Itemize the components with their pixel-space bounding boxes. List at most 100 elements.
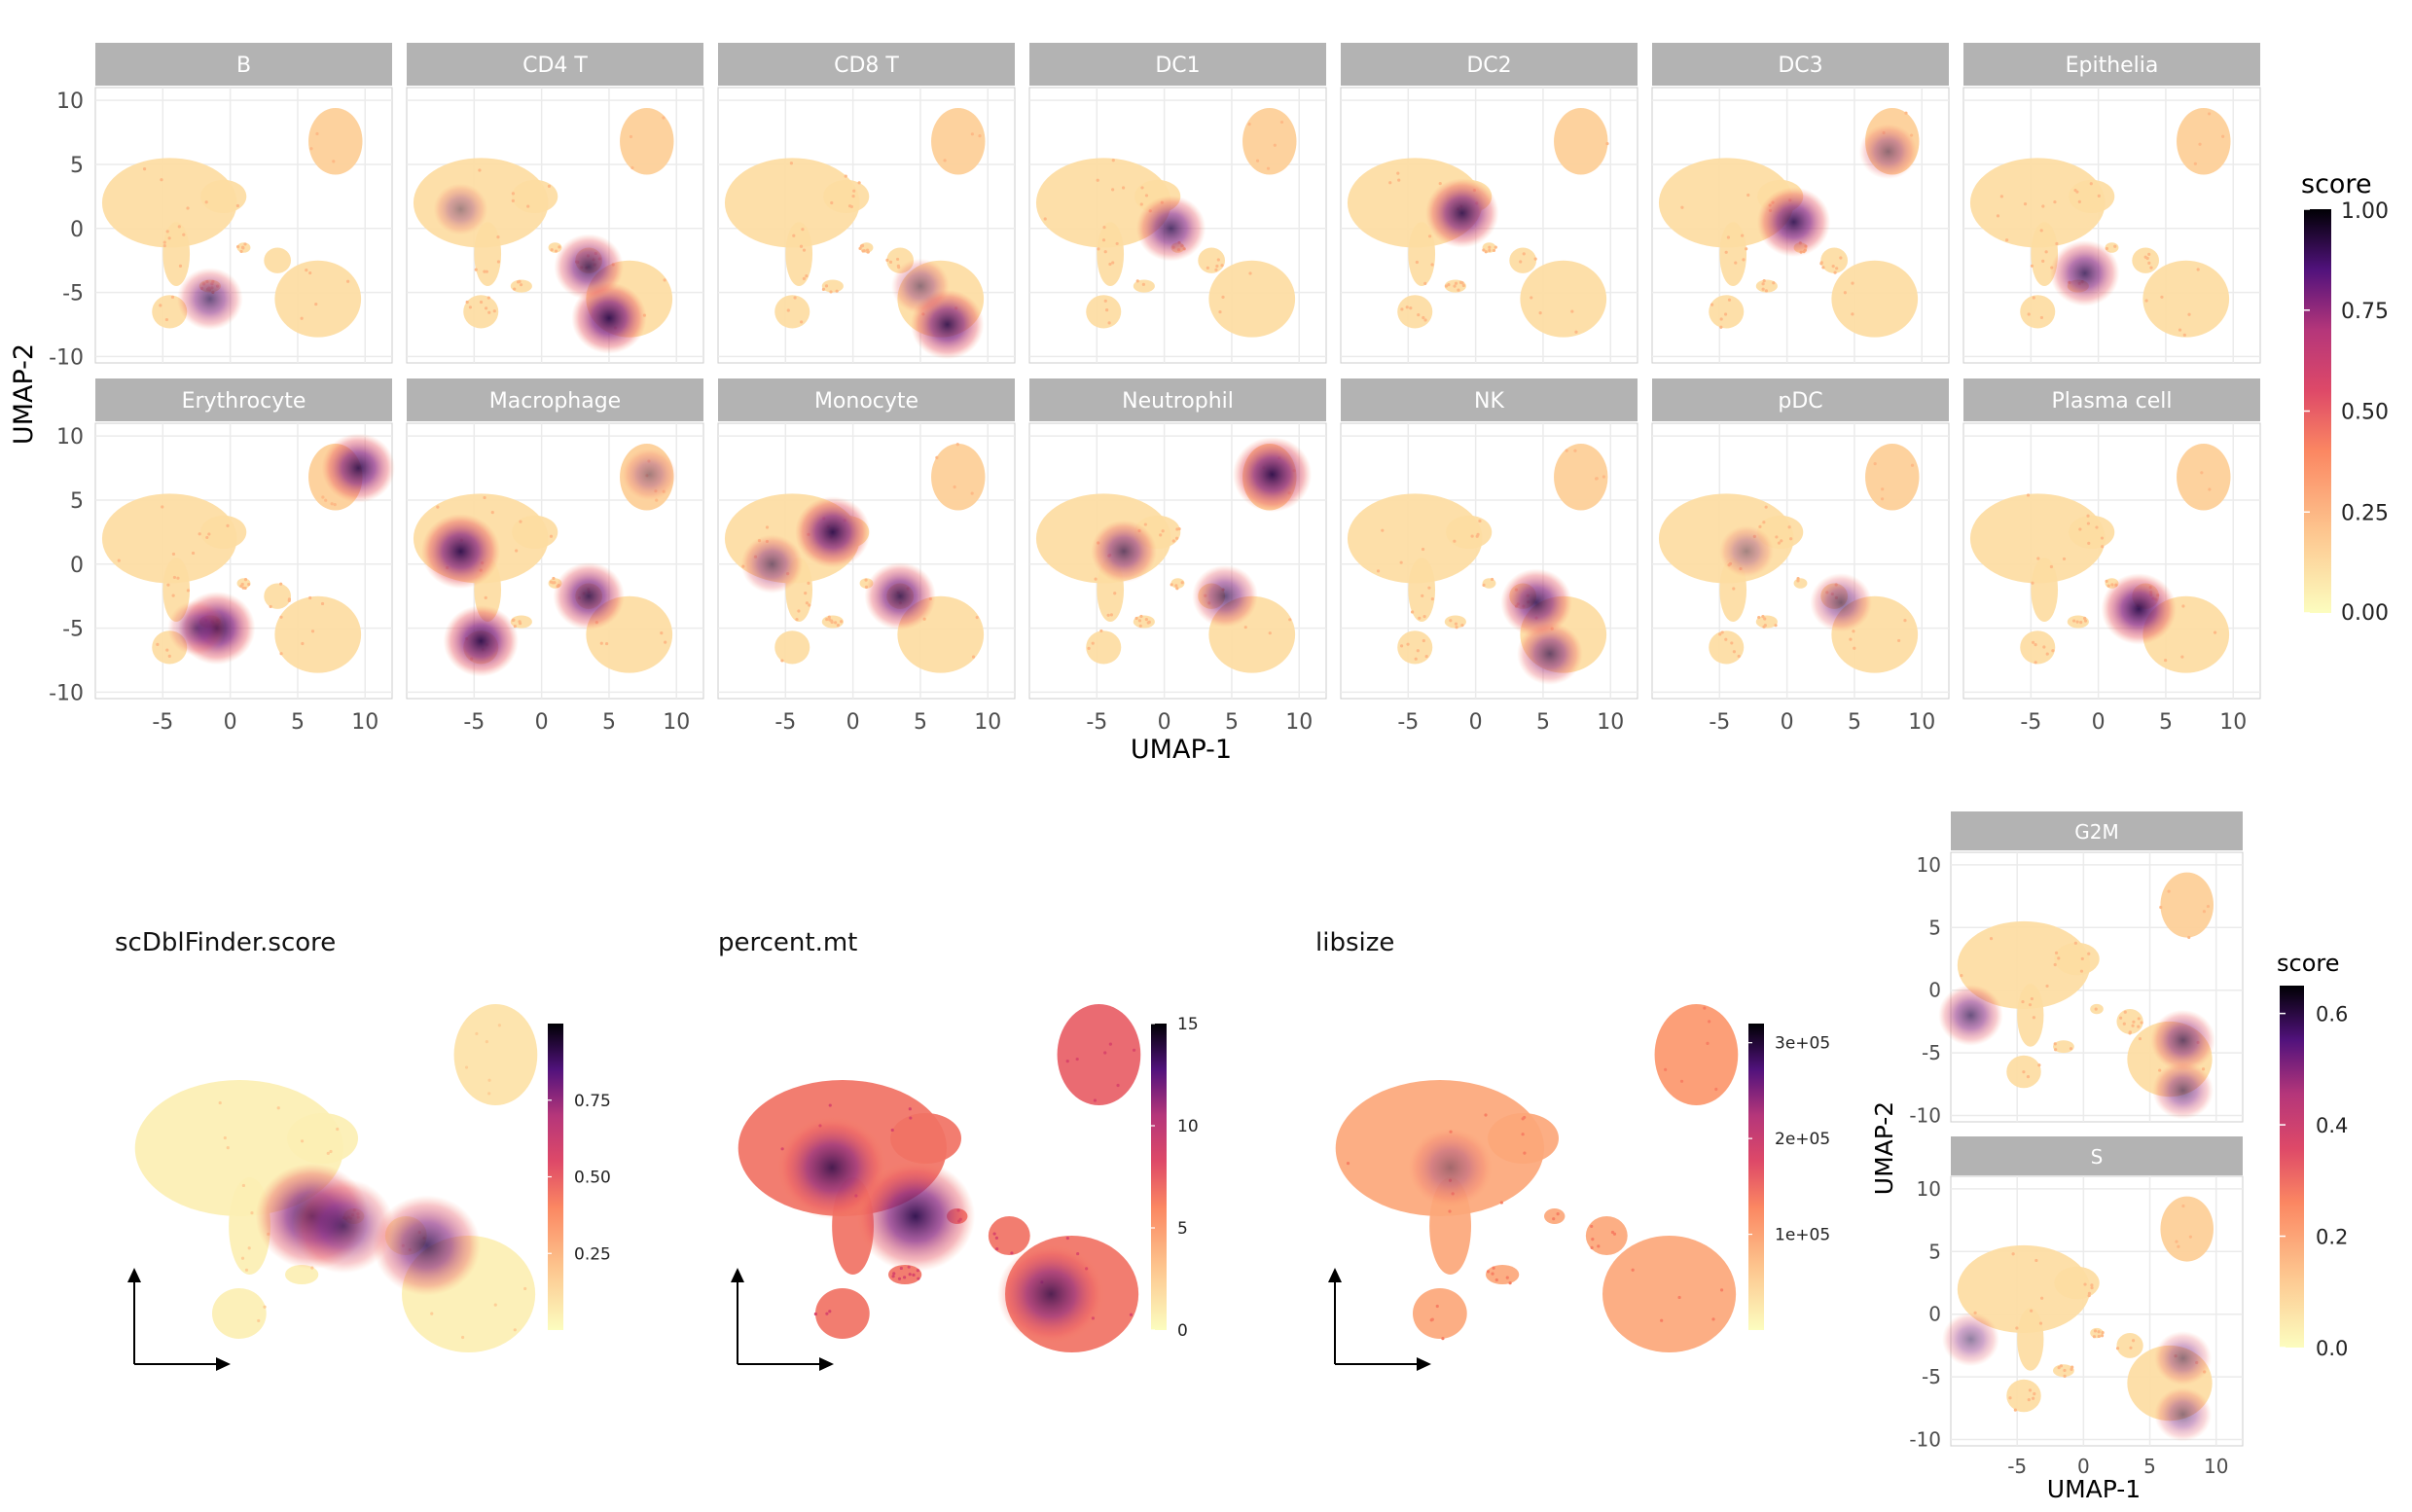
cell-point [1745, 247, 1748, 251]
cell-point [2187, 312, 2191, 316]
cell-point [223, 1135, 227, 1140]
qc-panel: scDblFinder.score 0.75 0.50 0.25 [115, 928, 611, 1371]
cell-point [780, 659, 784, 663]
cell-cluster [1755, 615, 1778, 629]
cell-cluster [931, 444, 986, 511]
cell-point [1796, 577, 1800, 581]
facet-panel: NK -5 0 5 10 [1340, 378, 1638, 735]
cell-point [836, 624, 841, 628]
cell-point [2023, 201, 2028, 206]
cell-cluster [2017, 984, 2044, 1047]
cell-point [2137, 1017, 2141, 1021]
y-tick-label: -5 [62, 282, 84, 306]
cell-point [994, 1236, 999, 1240]
cell-cluster [463, 295, 499, 329]
cell-cluster [1347, 493, 1483, 584]
high-score-region [1810, 573, 1872, 632]
cell-point [2028, 1388, 2033, 1392]
umap-scatter [1658, 108, 1920, 338]
cell-point [493, 1303, 497, 1307]
cell-point [1247, 123, 1251, 126]
cell-point [1764, 289, 1769, 293]
cell-point [1221, 295, 1225, 299]
cell-point [1214, 268, 1218, 271]
facet-panel: Macrophage -5 0 5 10 [406, 378, 704, 735]
cell-cluster [453, 1004, 538, 1105]
cell-point [1115, 241, 1119, 246]
cell-point [547, 184, 552, 188]
cell-point [2032, 296, 2035, 300]
cell-point [1138, 624, 1142, 628]
cell-point [1144, 194, 1149, 198]
cell-point [1141, 282, 1145, 286]
cell-point [1255, 159, 1260, 162]
cell-point [834, 621, 838, 625]
cell-point [1457, 288, 1460, 292]
cell-point [1099, 629, 1103, 633]
facet-strip [1341, 43, 1638, 86]
cell-point [917, 1277, 920, 1280]
cell-point [276, 1106, 280, 1110]
cell-point [235, 203, 240, 208]
cell-point [308, 595, 312, 600]
qc-legend-tick-label: 2e+05 [1775, 1130, 1830, 1149]
cell-point [269, 604, 272, 609]
cell-point [1505, 1276, 1509, 1279]
facet-strip [407, 378, 703, 421]
cell-point [1010, 1251, 1014, 1255]
y-tick-label: -10 [49, 681, 84, 705]
cell-point [1521, 1117, 1525, 1121]
high-score-region [1232, 437, 1313, 513]
cell-point [1761, 282, 1765, 286]
cell-point [485, 1040, 488, 1044]
cell-cluster [821, 279, 844, 293]
cell-cluster [1585, 1216, 1628, 1255]
cell-point [526, 204, 530, 208]
cell-point [1631, 1268, 1635, 1272]
cc-y-tick-label: 0 [1928, 979, 1941, 1002]
cell-cluster [2017, 1308, 2044, 1371]
cell-cluster [1170, 578, 1185, 589]
high-score-region [2101, 573, 2177, 645]
cell-point [1111, 261, 1115, 265]
cell-point [460, 1335, 465, 1340]
cell-point [1102, 226, 1106, 230]
qc-panel-title: scDblFinder.score [115, 928, 336, 957]
cell-point [1427, 234, 1432, 238]
legend-tick-label: 0.75 [2341, 300, 2389, 324]
cell-point [1763, 624, 1767, 628]
cell-point [2054, 1048, 2058, 1052]
cell-point [795, 617, 799, 622]
cell-point [804, 592, 808, 595]
cell-point [1903, 619, 1907, 623]
cell-point [1461, 283, 1465, 288]
cell-point [2095, 525, 2099, 529]
cell-point [1405, 306, 1409, 309]
cell-point [1482, 583, 1486, 587]
cell-cluster [823, 179, 870, 213]
umap2-axis-label: UMAP-2 [9, 343, 39, 445]
facet-strip [1652, 378, 1949, 421]
high-score-region [2154, 1330, 2213, 1386]
facet-strip [718, 378, 1015, 421]
cell-cluster [1413, 1288, 1467, 1339]
qc-legend-tick-label: 0 [1177, 1321, 1188, 1341]
cell-point [1821, 266, 1825, 270]
cell-point [191, 551, 196, 556]
cell-point [805, 274, 809, 278]
cell-point [1706, 1041, 1710, 1045]
cell-point [892, 1272, 896, 1276]
cell-point [329, 1149, 333, 1154]
high-score-region [1938, 985, 2003, 1046]
cell-point [2089, 182, 2093, 186]
cell-point [226, 523, 230, 527]
cell-point [558, 245, 561, 249]
cell-point [1570, 309, 1574, 313]
high-score-region [622, 449, 677, 501]
cell-point [765, 525, 770, 529]
cell-point [955, 443, 959, 447]
cell-point [2208, 112, 2212, 116]
cell-point [243, 578, 248, 582]
high-score-region [1408, 1128, 1493, 1207]
cell-point [2206, 904, 2211, 909]
